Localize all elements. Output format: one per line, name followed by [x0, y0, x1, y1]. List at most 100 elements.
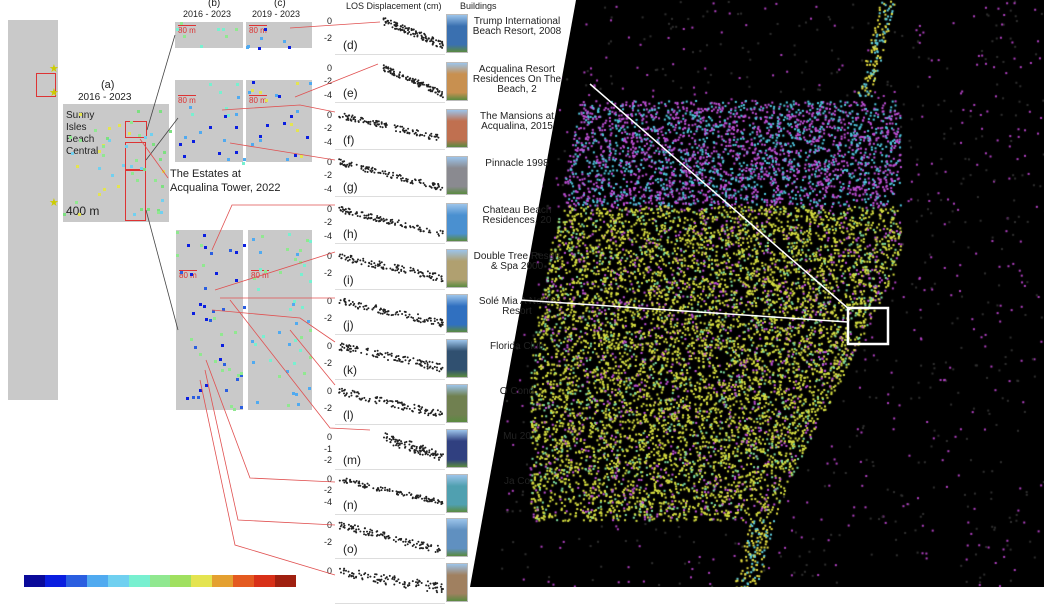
data-point [389, 441, 392, 443]
data-point [427, 83, 430, 86]
data-point [427, 89, 430, 92]
displacement-point [257, 288, 261, 292]
data-point [352, 345, 355, 348]
data-point [429, 231, 432, 234]
displacement-point [180, 22, 184, 26]
data-point [343, 112, 346, 115]
data-point [401, 177, 404, 180]
data-point [426, 367, 429, 370]
data-point [368, 531, 371, 533]
data-point [429, 185, 432, 188]
data-point [390, 177, 393, 179]
data-point [395, 130, 397, 133]
data-point [379, 125, 382, 128]
y-tick-label: -2 [323, 76, 332, 87]
data-point [418, 359, 421, 361]
data-point [439, 229, 442, 232]
displacement-point [240, 405, 244, 409]
data-point [406, 543, 409, 546]
panel-tag: (e) [343, 86, 358, 100]
data-point [404, 355, 407, 358]
displacement-point [190, 113, 194, 117]
data-point [421, 541, 424, 544]
data-point [341, 345, 344, 348]
displacement-plot: (k) [335, 337, 445, 380]
data-point [339, 344, 342, 346]
panel-b-zoom-1: 80 m [175, 22, 243, 48]
data-point [382, 64, 385, 67]
data-point [393, 70, 395, 73]
data-point [399, 125, 402, 128]
displacement-point [133, 213, 137, 217]
data-point [364, 485, 367, 488]
data-point [385, 576, 388, 579]
colorbar-segment [128, 575, 150, 587]
data-point [428, 272, 431, 275]
data-point [357, 392, 360, 395]
data-point [432, 322, 435, 325]
data-point [434, 450, 437, 453]
data-point [440, 583, 443, 586]
data-point [419, 81, 422, 84]
displacement-point [162, 169, 166, 173]
data-point [420, 361, 423, 363]
data-point [429, 85, 432, 88]
displacement-point [283, 121, 287, 125]
data-point [438, 234, 440, 237]
data-point [441, 323, 444, 326]
data-point [359, 484, 362, 487]
data-point [398, 359, 401, 362]
displacement-point [138, 133, 142, 137]
data-point [396, 492, 398, 495]
data-point [384, 489, 386, 492]
colorbar-segment [212, 575, 234, 587]
data-point [413, 269, 415, 272]
data-point [402, 127, 405, 130]
data-point [398, 491, 401, 494]
data-point [351, 213, 354, 216]
displacement-point [300, 155, 304, 159]
data-point [380, 396, 383, 399]
building-photo [446, 249, 468, 288]
colorbar-segment [191, 575, 213, 587]
data-point [347, 211, 350, 214]
data-point [348, 347, 351, 350]
data-point [407, 362, 410, 365]
data-point [370, 534, 373, 537]
displacement-point [222, 308, 225, 312]
star-icon: ★ [49, 197, 59, 209]
data-point [354, 305, 357, 308]
building-photo [446, 429, 468, 468]
data-point [360, 398, 363, 401]
data-point [385, 267, 388, 270]
displacement-point [232, 407, 236, 411]
displacement-point [202, 233, 206, 237]
data-point [436, 550, 439, 553]
displacement-point [101, 154, 105, 158]
data-point [440, 278, 443, 280]
data-point [350, 210, 352, 213]
data-point [429, 276, 432, 279]
data-point [382, 574, 385, 576]
data-point [391, 26, 394, 29]
y-tick-label: -2 [323, 217, 332, 228]
displacement-point [191, 139, 195, 143]
displacement-point [289, 122, 293, 126]
data-point [361, 577, 364, 580]
displacement-point [218, 91, 222, 95]
displacement-point [234, 331, 238, 335]
data-point [380, 122, 383, 125]
displacement-point [200, 45, 204, 49]
y-tick-label: -2 [323, 170, 332, 181]
zoom-box-3 [125, 170, 146, 221]
data-point [417, 84, 420, 87]
building-name: Mu 20 [503, 431, 531, 442]
data-point [423, 83, 425, 86]
panel-c-zoom-1: 80 m [246, 22, 312, 48]
data-point [353, 391, 356, 394]
data-point [361, 482, 364, 485]
data-point [386, 400, 389, 403]
data-point [379, 312, 382, 315]
data-point [340, 349, 343, 352]
building-photo [446, 294, 468, 333]
